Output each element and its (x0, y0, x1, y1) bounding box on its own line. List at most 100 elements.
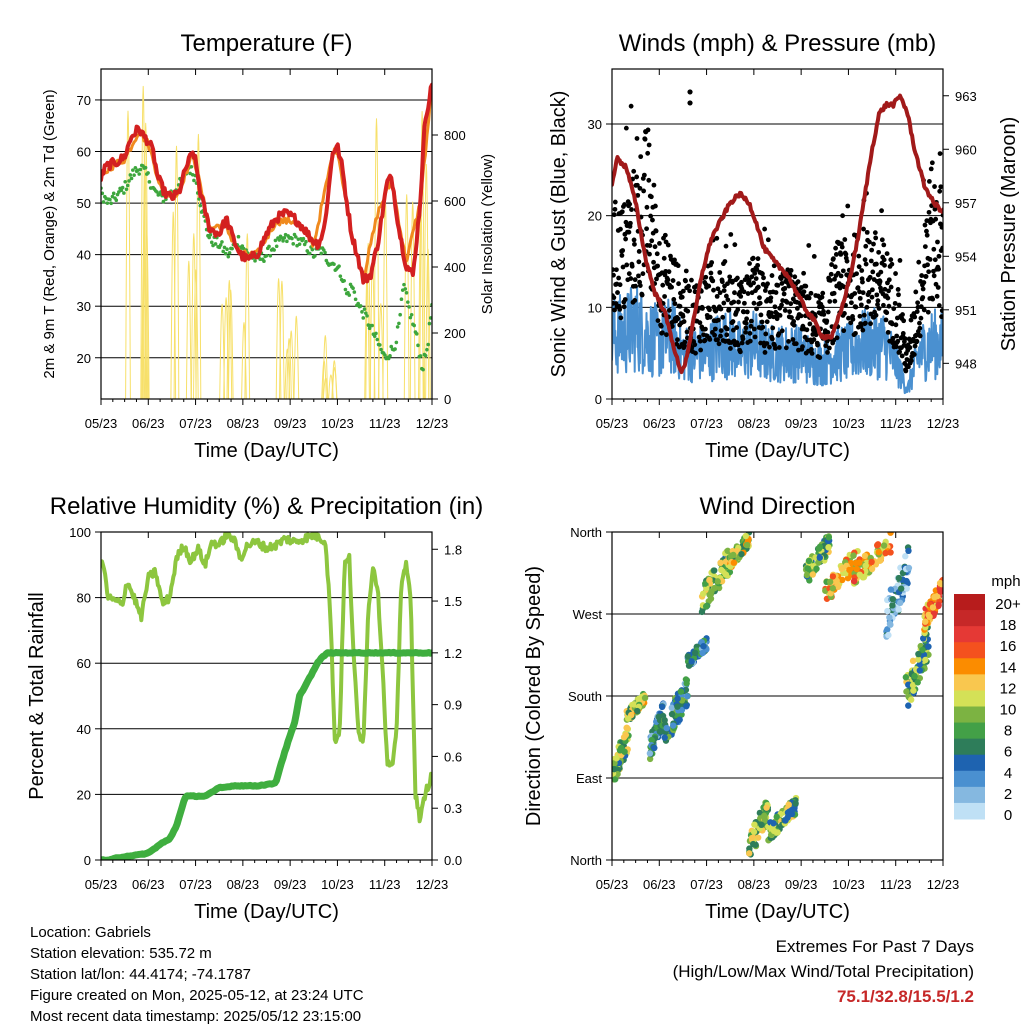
direction-point (884, 607, 891, 615)
solar-insolation-trace (322, 377, 329, 399)
gust-point (853, 330, 858, 336)
gust-point (811, 253, 817, 259)
gust-point (770, 325, 776, 331)
y2-tick-label: 0.6 (444, 749, 462, 764)
dewpoint-point (213, 242, 218, 246)
gust-point (888, 284, 894, 290)
direction-point (886, 614, 893, 621)
y2-tick-label: 957 (955, 196, 977, 211)
gust-point (648, 194, 654, 200)
gust-point (645, 127, 651, 133)
gust-point (622, 202, 627, 207)
direction-point (620, 734, 628, 741)
y-tick-label: 20 (588, 209, 602, 224)
gust-point (748, 318, 754, 324)
dewpoint-point (236, 234, 241, 239)
dewpoint-point (127, 179, 131, 183)
gust-point (661, 255, 667, 261)
x-tick-label: 12/23 (416, 877, 449, 892)
direction-point (754, 834, 762, 841)
x-axis-title: Time (Day/UTC) (705, 440, 850, 462)
gust-point (878, 269, 884, 275)
gust-point (807, 321, 813, 327)
dewpoint-point (397, 321, 401, 326)
direction-point (813, 565, 820, 572)
gust-point (925, 262, 930, 268)
gust-point (675, 337, 680, 343)
y-tick-label: 50 (77, 196, 91, 211)
gust-point (922, 244, 928, 249)
x-tick-label: 12/23 (927, 416, 960, 431)
gust-point (710, 278, 716, 284)
dewpoint-point (220, 240, 224, 244)
direction-point (936, 579, 943, 587)
x-tick-label: 06/23 (643, 416, 676, 431)
gust-point (762, 226, 768, 232)
gust-point (846, 315, 851, 321)
gust-point (872, 230, 878, 236)
gust-point (684, 329, 690, 335)
dewpoint-point (310, 247, 315, 252)
gust-point (711, 287, 716, 293)
x-tick-label: 06/23 (643, 877, 676, 892)
direction-point (919, 646, 926, 654)
gust-point (768, 310, 774, 316)
gust-point (867, 239, 872, 245)
plot-frame (100, 531, 433, 861)
gust-point (707, 314, 713, 320)
gust-point (723, 293, 729, 299)
solar-insolation-trace (241, 322, 247, 399)
gust-point (754, 267, 760, 272)
gust-point (619, 253, 625, 258)
gust-point (646, 142, 652, 148)
dewpoint-point (323, 250, 327, 255)
y-tick-label: 20 (77, 351, 91, 366)
direction-point (656, 728, 664, 735)
direction-point (703, 603, 710, 610)
direction-point (907, 696, 915, 703)
solar-insolation-trace (219, 303, 225, 399)
gust-point (891, 306, 897, 312)
dewpoint-point (129, 176, 134, 181)
gust-point (874, 261, 879, 267)
dewpoint-point (412, 323, 416, 328)
colorbar-title: mph (991, 573, 1020, 590)
gust-point (885, 329, 891, 335)
colorbar-swatch (954, 722, 985, 740)
direction-point (698, 608, 706, 616)
gust-point (741, 289, 747, 295)
gust-point (863, 243, 869, 249)
direction-point (770, 820, 777, 827)
solar-insolation-trace (125, 110, 131, 399)
colorbar-swatch (954, 770, 985, 788)
y-tick-label: 60 (77, 656, 91, 671)
gust-point (714, 235, 720, 241)
gust-point (652, 203, 658, 209)
gust-point (920, 286, 926, 292)
direction-point (748, 834, 756, 842)
gust-point (636, 249, 642, 254)
gust-point (935, 239, 940, 245)
gust-point (626, 271, 632, 277)
gust-point (762, 350, 768, 355)
gust-point (777, 313, 783, 318)
dewpoint-point (342, 278, 346, 283)
solar-insolation-trace (195, 133, 202, 399)
gust-point (623, 236, 629, 242)
dewpoint-point (279, 236, 284, 240)
gust-point (884, 310, 890, 316)
gust-point (737, 349, 743, 355)
gust-point (938, 184, 943, 190)
direction-point (887, 549, 894, 556)
x-tick-label: 09/23 (785, 877, 818, 892)
direction-point (738, 550, 745, 558)
gust-point (774, 316, 780, 322)
gust-point (682, 343, 687, 349)
gust-point (712, 332, 718, 338)
direction-point (788, 806, 796, 814)
gust-point (714, 293, 720, 299)
direction-point (897, 599, 904, 607)
gust-point (928, 166, 934, 172)
gust-point (916, 259, 922, 265)
x-tick-label: 10/23 (321, 416, 354, 431)
